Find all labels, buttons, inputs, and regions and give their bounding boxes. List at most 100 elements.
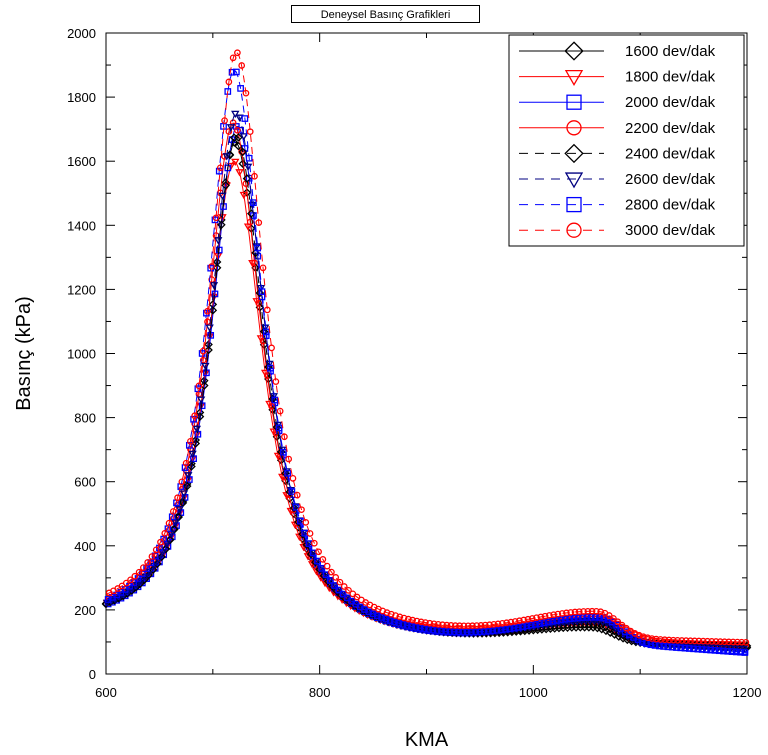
- series-point: [546, 612, 553, 619]
- series-point: [665, 636, 673, 644]
- series-point: [588, 607, 596, 615]
- series-point: [275, 424, 283, 432]
- y-tick-label: 1800: [67, 90, 96, 105]
- series-point: [268, 402, 275, 410]
- series-point: [255, 288, 265, 298]
- series-point: [429, 626, 437, 634]
- series-point: [490, 620, 498, 628]
- series-point: [234, 133, 243, 142]
- series-point: [323, 562, 331, 570]
- series-point: [416, 624, 424, 632]
- legend-marker: [564, 70, 584, 86]
- series-point: [737, 648, 744, 656]
- y-tick-label: 2000: [67, 26, 96, 41]
- y-tick-label: 800: [74, 411, 96, 426]
- series-point: [251, 259, 258, 267]
- series-point: [238, 62, 246, 69]
- series-point: [221, 181, 230, 190]
- series-point: [147, 559, 155, 566]
- series-point: [644, 634, 651, 642]
- series-point: [524, 615, 532, 623]
- series-point: [378, 614, 385, 621]
- series-point: [382, 615, 390, 623]
- series-point: [161, 544, 171, 554]
- series-point: [716, 638, 724, 645]
- series-point: [239, 133, 249, 141]
- series-point: [190, 415, 197, 423]
- y-tick-label: 1400: [67, 218, 96, 233]
- series-point: [216, 164, 224, 172]
- series-point: [597, 608, 604, 616]
- series-point: [451, 622, 459, 629]
- series-point: [584, 607, 592, 615]
- series-point: [469, 622, 476, 630]
- series-point: [527, 621, 535, 629]
- series-point: [302, 519, 310, 526]
- series-point: [211, 290, 219, 298]
- series-point: [742, 638, 750, 646]
- series-point: [563, 609, 570, 617]
- series-point: [712, 638, 720, 645]
- series-point: [281, 433, 288, 441]
- series-point: [566, 615, 574, 623]
- axis-ticks: 0 200 400 600 800 1000 1200 1400 1600 1800 2000 600…: [67, 26, 761, 700]
- series-point: [315, 548, 322, 556]
- legend-label: 2800 dev/dak: [625, 197, 716, 214]
- series-point: [332, 586, 342, 596]
- x-tick-label: 1200: [733, 685, 762, 700]
- series-layer: [101, 49, 752, 656]
- series-point: [188, 450, 197, 459]
- series-point: [272, 378, 280, 385]
- series-point: [703, 646, 710, 654]
- legend-label: 2200 dev/dak: [625, 120, 716, 137]
- series-point: [201, 362, 210, 371]
- series-point: [340, 583, 348, 590]
- series-point: [741, 649, 749, 656]
- series-point: [209, 282, 219, 290]
- legend-label: 2000 dev/dak: [625, 94, 716, 111]
- series-point: [349, 590, 357, 598]
- series-point: [140, 564, 147, 571]
- series-point: [711, 647, 719, 654]
- series-point: [310, 539, 318, 547]
- series-point: [205, 324, 214, 332]
- series-point: [664, 643, 672, 651]
- series-point: [587, 613, 595, 621]
- series-point: [169, 508, 177, 515]
- y-tick-label: 1600: [67, 154, 96, 169]
- series-point: [284, 469, 291, 477]
- series-point: [235, 169, 244, 177]
- series-point: [263, 372, 271, 379]
- legend-box: [508, 34, 745, 247]
- series-point: [574, 614, 582, 622]
- series-point: [204, 345, 213, 355]
- series-point: [738, 638, 746, 646]
- series-point: [476, 628, 484, 636]
- series-point: [232, 68, 240, 76]
- series-point: [322, 571, 330, 579]
- series-point: [289, 475, 297, 482]
- series-2800: [104, 68, 749, 656]
- series-point: [157, 538, 164, 546]
- series-point: [195, 382, 203, 390]
- series-point: [694, 645, 702, 653]
- series-point: [306, 530, 314, 537]
- series-point: [157, 552, 166, 562]
- series-point: [278, 473, 287, 482]
- series-point: [707, 646, 715, 654]
- series-point: [339, 590, 347, 598]
- series-point: [520, 616, 528, 624]
- series-point: [493, 626, 501, 634]
- series-point: [184, 472, 193, 480]
- legend-marker: [564, 143, 584, 164]
- series-point: [276, 407, 284, 415]
- series-point: [510, 624, 518, 632]
- series-point: [660, 642, 668, 650]
- series-point: [567, 609, 575, 616]
- series-point: [217, 220, 226, 230]
- series-point: [258, 288, 266, 296]
- series-point: [182, 459, 190, 467]
- series-point: [204, 307, 211, 315]
- legend-label: 1600 dev/dak: [625, 43, 716, 60]
